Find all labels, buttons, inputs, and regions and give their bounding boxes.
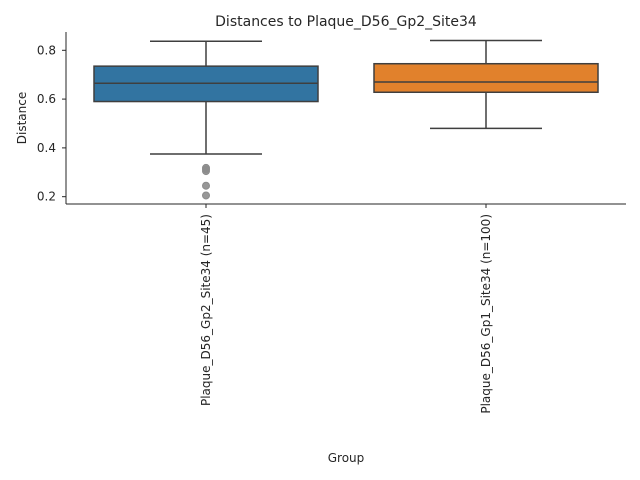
y-tick-label: 0.4: [37, 141, 56, 155]
x-ticks: Plaque_D56_Gp2_Site34 (n=45) Plaque_D56_G…: [199, 204, 493, 414]
outlier-point: [202, 191, 210, 200]
x-tick-label: Plaque_D56_Gp1_Site34 (n=100): [479, 214, 493, 414]
y-tick-label: 0.6: [37, 92, 56, 106]
outlier-point: [202, 167, 210, 176]
chart-title: Distances to Plaque_D56_Gp2_Site34: [215, 14, 477, 30]
y-axis-label: Distance: [15, 92, 29, 144]
x-tick-label: Plaque_D56_Gp2_Site34 (n=45): [199, 214, 213, 406]
y-tick-label: 0.8: [37, 43, 56, 57]
iqr-box: [373, 62, 599, 94]
y-ticks: 0.2 0.4 0.6 0.8: [37, 43, 66, 204]
box-group: [93, 40, 319, 200]
x-axis-label: Group: [328, 451, 365, 465]
plot-area: [93, 39, 599, 200]
box-group: [373, 39, 599, 130]
y-tick-label: 0.2: [37, 190, 56, 204]
outlier-point: [202, 181, 210, 190]
